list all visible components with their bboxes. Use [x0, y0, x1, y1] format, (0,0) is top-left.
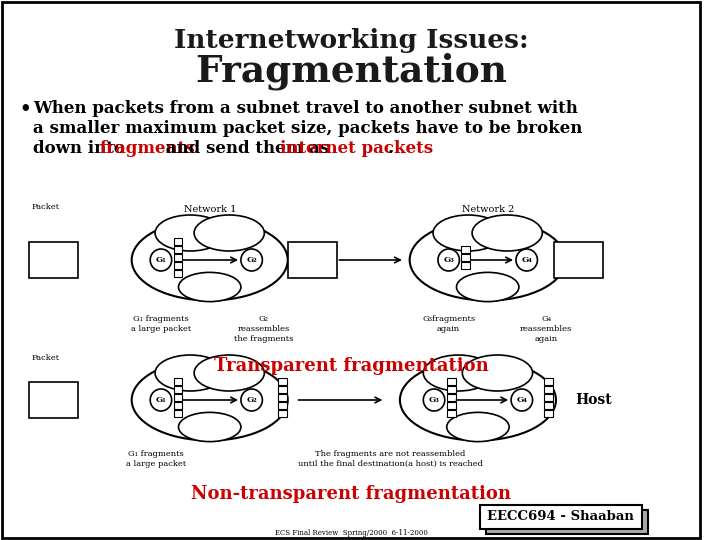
Bar [174, 410, 182, 417]
Text: •: • [19, 100, 31, 118]
Bar [174, 254, 182, 261]
Text: Packet: Packet [31, 354, 59, 362]
Bar [544, 402, 553, 409]
Text: Fragmentation: Fragmentation [195, 52, 507, 90]
Text: G₁ fragments
a large packet: G₁ fragments a large packet [126, 450, 186, 468]
Bar [174, 386, 182, 393]
Text: .: . [387, 140, 393, 157]
Circle shape [150, 249, 171, 271]
Circle shape [423, 389, 445, 411]
Ellipse shape [194, 215, 264, 251]
Text: Internetworking Issues:: Internetworking Issues: [174, 28, 528, 53]
Text: G₃: G₃ [444, 256, 454, 264]
Bar [174, 262, 182, 269]
Ellipse shape [132, 219, 288, 300]
Text: Packet: Packet [31, 203, 59, 211]
Text: EECC694 - Shaaban: EECC694 - Shaaban [487, 510, 634, 523]
Text: G₃fragments
again: G₃fragments again [422, 315, 475, 333]
Bar [278, 386, 287, 393]
Text: G₁: G₁ [156, 256, 166, 264]
Text: down into: down into [33, 140, 131, 157]
Text: Host: Host [575, 393, 612, 407]
Text: Transparent fragmentation: Transparent fragmentation [214, 357, 488, 375]
Bar [446, 378, 456, 385]
Bar [446, 410, 456, 417]
Bar [544, 394, 553, 401]
Bar [278, 394, 287, 401]
Bar [288, 242, 336, 278]
Ellipse shape [179, 272, 241, 302]
Ellipse shape [472, 215, 542, 251]
Text: G₄
reassembles
again: G₄ reassembles again [520, 315, 572, 342]
Ellipse shape [132, 360, 288, 441]
Bar [278, 402, 287, 409]
Text: a smaller maximum packet size, packets have to be broken: a smaller maximum packet size, packets h… [33, 120, 582, 137]
Bar [446, 402, 456, 409]
Circle shape [150, 389, 171, 411]
Bar [30, 382, 78, 418]
Bar [278, 410, 287, 417]
Bar [480, 505, 642, 529]
Bar [544, 386, 553, 393]
Text: ECS Final Review  Spring/2000  6-11-2000: ECS Final Review Spring/2000 6-11-2000 [275, 529, 428, 537]
Circle shape [511, 389, 533, 411]
Bar [462, 254, 470, 261]
Text: Non-transparent fragmentation: Non-transparent fragmentation [191, 485, 511, 503]
Text: Network 1: Network 1 [184, 205, 236, 214]
Bar [554, 242, 603, 278]
Text: G₂: G₂ [246, 256, 257, 264]
Bar [446, 394, 456, 401]
Bar [278, 378, 287, 385]
Ellipse shape [155, 215, 225, 251]
Ellipse shape [194, 355, 264, 391]
Bar [174, 402, 182, 409]
Bar [174, 246, 182, 253]
Bar [486, 510, 648, 534]
Ellipse shape [155, 355, 225, 391]
Text: internet packets: internet packets [280, 140, 433, 157]
Circle shape [241, 249, 262, 271]
Circle shape [516, 249, 537, 271]
Bar [544, 378, 553, 385]
Ellipse shape [400, 360, 556, 441]
Ellipse shape [179, 413, 241, 442]
Bar [174, 378, 182, 385]
Text: fragments: fragments [100, 140, 196, 157]
Bar [174, 238, 182, 245]
Text: G₃: G₃ [428, 396, 439, 404]
Ellipse shape [446, 413, 509, 442]
Text: and send them as: and send them as [160, 140, 335, 157]
Text: G₁ fragments
a large packet: G₁ fragments a large packet [131, 315, 191, 333]
Text: Network 2: Network 2 [462, 205, 514, 214]
Bar [544, 410, 553, 417]
Bar [462, 246, 470, 253]
Text: G₁: G₁ [156, 396, 166, 404]
Bar [462, 262, 470, 269]
Text: When packets from a subnet travel to another subnet with: When packets from a subnet travel to ano… [33, 100, 578, 117]
Ellipse shape [423, 355, 493, 391]
Circle shape [438, 249, 459, 271]
Bar [174, 394, 182, 401]
Ellipse shape [433, 215, 503, 251]
Circle shape [241, 389, 262, 411]
Text: The fragments are not reassembled
until the final destination(a host) is reached: The fragments are not reassembled until … [297, 450, 482, 468]
Text: G₄: G₄ [521, 256, 532, 264]
Text: G₂: G₂ [246, 396, 257, 404]
Ellipse shape [410, 219, 566, 300]
Bar [30, 242, 78, 278]
Bar [446, 386, 456, 393]
Ellipse shape [456, 272, 519, 302]
Bar [174, 270, 182, 277]
Ellipse shape [462, 355, 533, 391]
Text: G₂
reassembles
the fragments: G₂ reassembles the fragments [234, 315, 293, 342]
Text: G₄: G₄ [516, 396, 527, 404]
